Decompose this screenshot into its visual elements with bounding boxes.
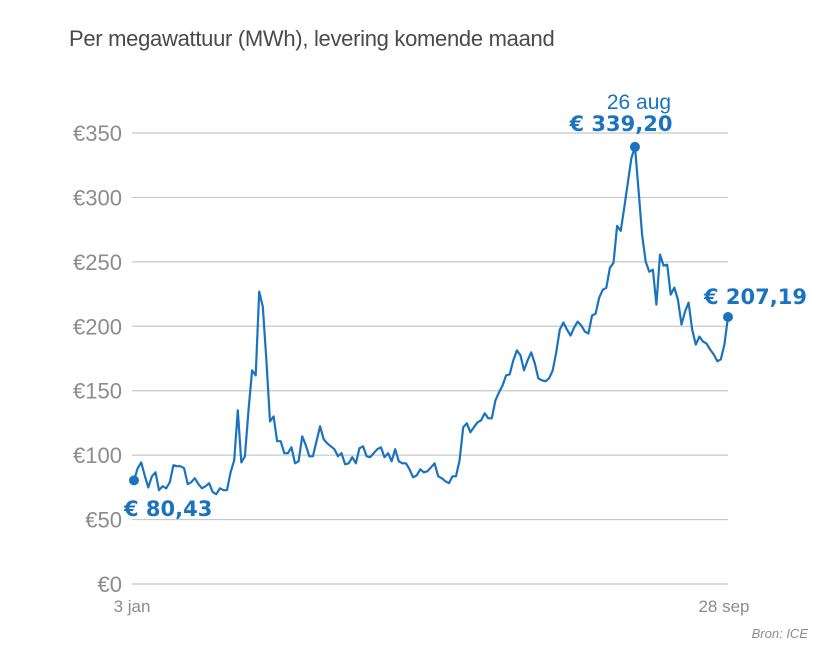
y-tick-label: €200	[73, 314, 122, 339]
chart-title: Per megawattuur (MWh), levering komende …	[69, 26, 555, 51]
y-tick-label: €150	[73, 379, 122, 404]
y-tick-label: €300	[73, 185, 122, 210]
y-axis-ticks: €0 €50 €100 €150 €200 €250 €300 €350	[73, 121, 122, 597]
annotation-date: 26 aug	[607, 91, 671, 114]
annotations: € 80,43 26 aug€ 339,20 € 207,19	[123, 91, 807, 521]
x-axis-ticks: 3 jan 28 sep	[114, 597, 750, 616]
gridlines	[132, 132, 728, 585]
data-point-marker	[129, 475, 139, 486]
annotation-markers	[129, 141, 733, 486]
y-tick-label: €100	[73, 443, 122, 468]
y-tick-label: €250	[73, 250, 122, 275]
y-tick-label: €50	[85, 508, 122, 533]
y-tick-label: €0	[98, 572, 122, 597]
annotation-value: € 339,20	[568, 112, 672, 136]
x-tick-label: 3 jan	[114, 597, 151, 616]
data-point-marker	[629, 141, 640, 152]
source-note: Bron: ICE	[751, 626, 808, 641]
data-point-marker	[723, 312, 733, 323]
y-tick-label: €350	[73, 121, 122, 146]
annotation-value: € 80,43	[123, 497, 212, 521]
annotation-value: € 207,19	[703, 285, 807, 309]
series-line	[132, 145, 730, 496]
x-tick-label: 28 sep	[698, 597, 749, 616]
